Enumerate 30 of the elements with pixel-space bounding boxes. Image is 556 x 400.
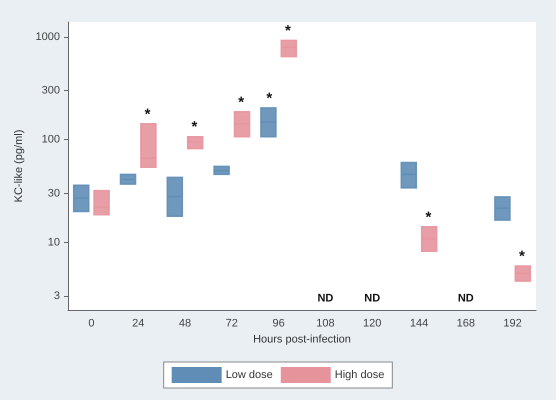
- legend-label: High dose: [334, 369, 384, 381]
- annotation: ND: [317, 292, 334, 304]
- x-tick-label: 24: [132, 318, 144, 330]
- annotation: *: [285, 22, 292, 40]
- x-tick-label: 144: [410, 318, 428, 330]
- annotation: ND: [458, 292, 474, 304]
- x-tick-label: 96: [272, 318, 285, 330]
- annotation: ND: [364, 292, 380, 304]
- x-tick-label: 192: [503, 318, 522, 330]
- annotation: *: [191, 118, 198, 136]
- y-tick-label: 300: [42, 84, 60, 97]
- x-tick-label: 168: [456, 318, 475, 330]
- x-tick-label: 0: [88, 318, 94, 330]
- y-tick-label: 1000: [36, 31, 60, 44]
- legend-label: Low dose: [226, 369, 273, 381]
- annotation: *: [144, 106, 151, 123]
- y-tick-label: 100: [42, 134, 60, 146]
- y-tick-label: 3: [54, 290, 60, 302]
- x-tick-label: 120: [363, 318, 382, 330]
- annotation: *: [425, 208, 432, 226]
- x-tick-label: 108: [316, 318, 335, 330]
- y-tick-label: 30: [48, 187, 60, 200]
- x-axis-title: Hours post-infection: [253, 333, 351, 346]
- annotation: *: [519, 248, 526, 265]
- annotation: *: [266, 90, 272, 107]
- y-axis-title: KC-like (pg/ml): [13, 130, 26, 202]
- x-tick-label: 72: [226, 318, 238, 330]
- y-tick-label: 10: [48, 236, 60, 248]
- x-tick-label: 48: [178, 318, 192, 330]
- annotation: *: [238, 94, 244, 111]
